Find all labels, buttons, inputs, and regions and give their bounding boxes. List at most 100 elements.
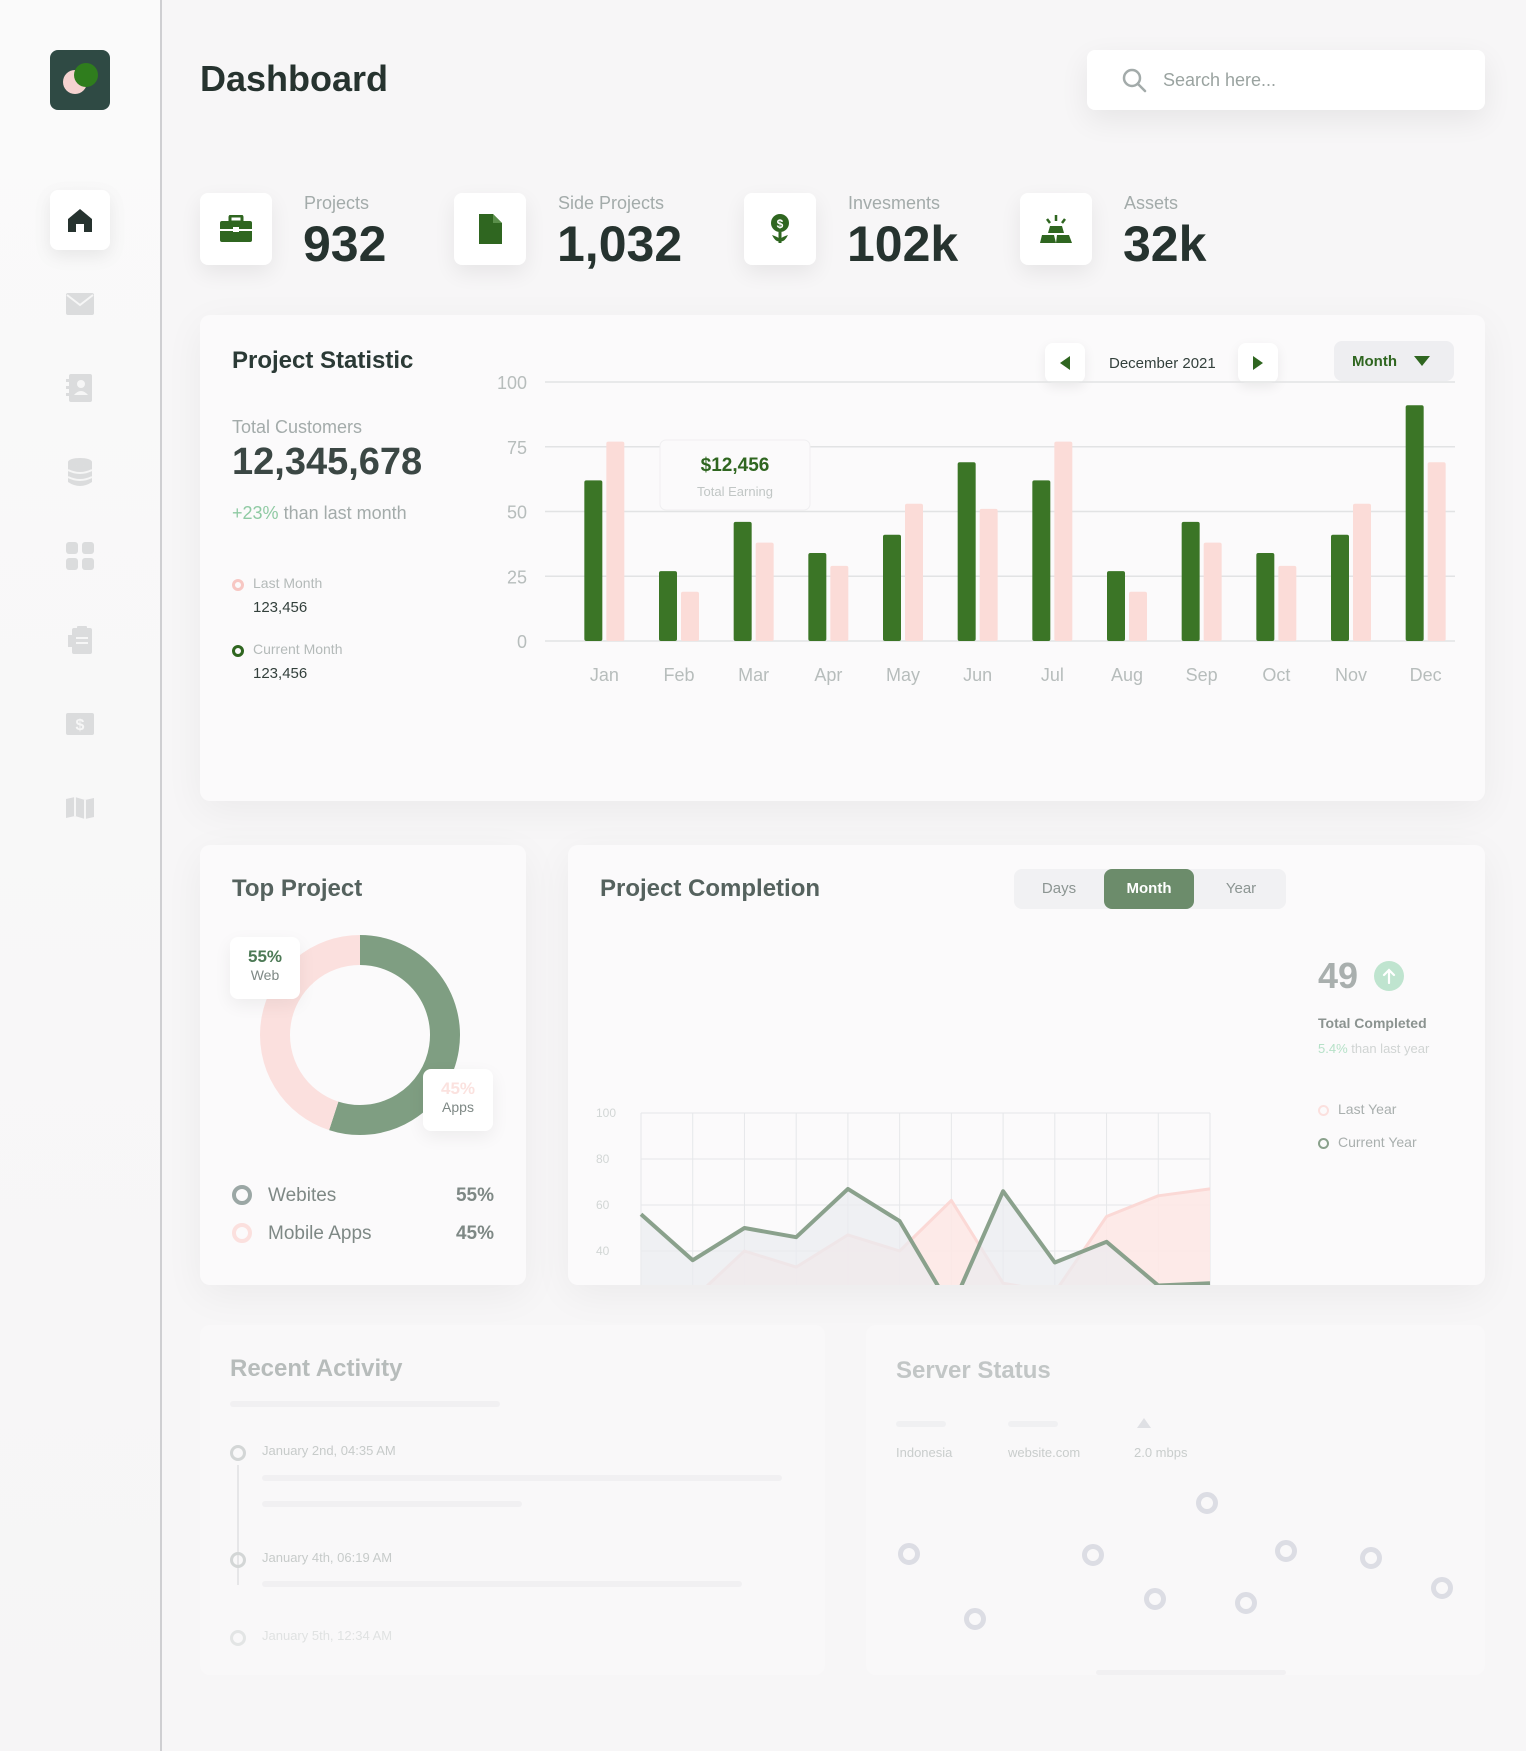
tab-month[interactable]: Month bbox=[1104, 869, 1194, 909]
legend-dot-current-year bbox=[1318, 1138, 1329, 1149]
legend-dot-last-year bbox=[1318, 1105, 1329, 1116]
bar-current-month bbox=[883, 534, 901, 641]
legend-dot-current-month bbox=[232, 645, 244, 657]
apps-name: Apps bbox=[442, 1099, 474, 1115]
contacts-icon[interactable] bbox=[50, 358, 110, 418]
triangle-up-icon bbox=[1137, 1418, 1151, 1428]
completion-change: 5.4% than last year bbox=[1318, 1041, 1429, 1056]
ghost-line bbox=[262, 1475, 782, 1481]
prev-period-button[interactable] bbox=[1045, 343, 1085, 383]
x-tick-label: Jan bbox=[590, 665, 619, 685]
legend-value: 123,456 bbox=[253, 599, 308, 616]
home-icon[interactable] bbox=[50, 190, 110, 250]
tab-year[interactable]: Year bbox=[1225, 880, 1257, 897]
y-tick-label: 75 bbox=[507, 438, 527, 458]
status-dot bbox=[1082, 1544, 1104, 1566]
x-tick-label: Sep bbox=[1186, 665, 1218, 685]
stat-label: Invesments bbox=[848, 193, 941, 213]
line-current-year bbox=[639, 1186, 1211, 1285]
x-tick-label: Nov bbox=[1335, 665, 1367, 685]
legend-label: Current Year bbox=[1338, 1134, 1417, 1150]
tooltip-label: Total Earning bbox=[697, 484, 773, 499]
web-pill: 55% Web bbox=[230, 937, 300, 999]
sidebar: $ bbox=[0, 0, 162, 1751]
file-icon bbox=[454, 193, 526, 265]
bar-current-month bbox=[1032, 480, 1051, 641]
grid-icon[interactable] bbox=[50, 526, 110, 586]
y-tick-label: 40 bbox=[596, 1244, 610, 1258]
bar-last-month bbox=[905, 503, 923, 641]
project-completion-card: Project Completion Days Month Year 02040… bbox=[568, 845, 1485, 1285]
card-title: Project Statistic bbox=[232, 347, 414, 374]
activity-time: January 4th, 06:19 AM bbox=[262, 1550, 393, 1565]
server-location: Indonesia bbox=[896, 1445, 953, 1460]
timeline-dot bbox=[230, 1445, 246, 1461]
next-period-button[interactable] bbox=[1238, 343, 1278, 383]
bar-last-month bbox=[830, 565, 849, 641]
ghost-line bbox=[262, 1581, 742, 1587]
clipboard-icon[interactable] bbox=[50, 610, 110, 670]
ghost-scroll bbox=[1096, 1670, 1286, 1675]
ghost-subtitle bbox=[230, 1401, 500, 1407]
server-speed: 2.0 mbps bbox=[1134, 1445, 1188, 1460]
activity-time: January 5th, 12:34 AM bbox=[262, 1628, 393, 1643]
tab-days[interactable]: Days bbox=[1041, 880, 1077, 897]
x-tick-label: Feb bbox=[663, 665, 694, 685]
x-tick-label: Jun bbox=[963, 665, 992, 685]
chevron-down-icon bbox=[1413, 356, 1430, 366]
customers-change: +23% than last month bbox=[232, 503, 407, 524]
range-tabs: Days Month Year bbox=[1014, 869, 1286, 909]
x-tick-label: Apr bbox=[814, 665, 842, 685]
bar-current-month bbox=[1331, 534, 1349, 641]
mail-icon[interactable] bbox=[50, 274, 110, 334]
tooltip-value: $12,456 bbox=[701, 455, 770, 476]
status-dot bbox=[1235, 1592, 1257, 1614]
legend-label: Last Year bbox=[1338, 1101, 1397, 1117]
card-title: Server Status bbox=[896, 1357, 1051, 1384]
legend-label: Current Month bbox=[253, 641, 343, 657]
status-dot bbox=[1360, 1547, 1382, 1569]
total-customers-label: Total Customers bbox=[232, 417, 363, 437]
app-logo[interactable] bbox=[50, 50, 110, 110]
arrow-up-icon bbox=[1374, 961, 1404, 991]
bar-last-month bbox=[681, 591, 699, 641]
server-domain: website.com bbox=[1008, 1445, 1081, 1460]
bar-last-month bbox=[606, 441, 625, 641]
legend-value: 55% bbox=[455, 1185, 494, 1206]
stat-label: Projects bbox=[304, 193, 370, 213]
search-box[interactable] bbox=[1087, 50, 1485, 110]
apps-pct: 45% bbox=[440, 1079, 476, 1098]
server-status-card: Server Status Indonesia website.com 2.0 … bbox=[866, 1325, 1485, 1675]
dollar-icon[interactable]: $ bbox=[50, 694, 110, 754]
stat-value: 1,032 bbox=[557, 216, 683, 272]
bar-last-month bbox=[755, 542, 774, 641]
status-dot bbox=[1196, 1492, 1218, 1514]
database-icon[interactable] bbox=[50, 442, 110, 502]
ghost-header bbox=[1008, 1421, 1058, 1427]
ghost-header bbox=[896, 1421, 946, 1427]
timeline-dot bbox=[230, 1630, 246, 1646]
status-dot bbox=[1144, 1588, 1166, 1610]
x-tick-label: Oct bbox=[1262, 665, 1290, 685]
bar-last-month bbox=[1054, 441, 1073, 641]
chevron-left-icon bbox=[1060, 356, 1070, 370]
x-tick-label: Aug bbox=[1111, 665, 1143, 685]
ghost-line bbox=[262, 1501, 522, 1507]
range-select-value: Month bbox=[1352, 352, 1397, 370]
map-icon[interactable] bbox=[50, 778, 110, 838]
legend-dot-last-month bbox=[232, 579, 244, 591]
area-current-year bbox=[641, 1188, 1210, 1285]
svg-text:$: $ bbox=[777, 217, 784, 231]
bar-last-month bbox=[979, 508, 998, 641]
bar-current-month bbox=[584, 480, 603, 641]
x-tick-label: Mar bbox=[738, 665, 769, 685]
period-label: December 2021 bbox=[1109, 355, 1216, 372]
search-input[interactable] bbox=[1163, 69, 1463, 91]
bar-current-month bbox=[1405, 405, 1424, 641]
status-dot bbox=[1275, 1540, 1297, 1562]
page-title: Dashboard bbox=[200, 58, 389, 99]
range-select[interactable]: Month bbox=[1334, 341, 1454, 381]
web-name: Web bbox=[250, 967, 280, 983]
bar-last-month bbox=[1353, 503, 1371, 641]
y-tick-label: 0 bbox=[517, 632, 527, 652]
